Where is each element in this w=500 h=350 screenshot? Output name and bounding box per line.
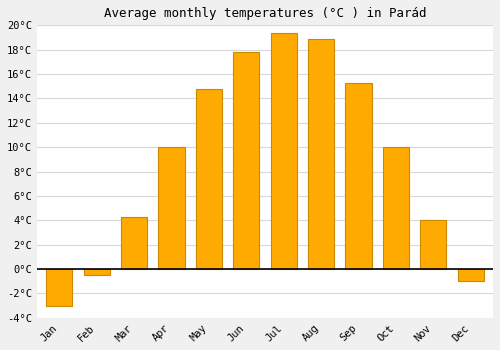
Bar <box>420 220 446 269</box>
Bar <box>233 52 260 269</box>
Bar <box>382 147 409 269</box>
Bar <box>46 269 72 306</box>
Bar <box>121 217 147 269</box>
Bar <box>270 33 296 269</box>
Title: Average monthly temperatures (°C ) in Parád: Average monthly temperatures (°C ) in Pa… <box>104 7 426 20</box>
Bar <box>158 147 184 269</box>
Bar <box>308 39 334 269</box>
Bar <box>346 83 372 269</box>
Bar <box>196 89 222 269</box>
Bar <box>458 269 483 281</box>
Bar <box>84 269 110 275</box>
